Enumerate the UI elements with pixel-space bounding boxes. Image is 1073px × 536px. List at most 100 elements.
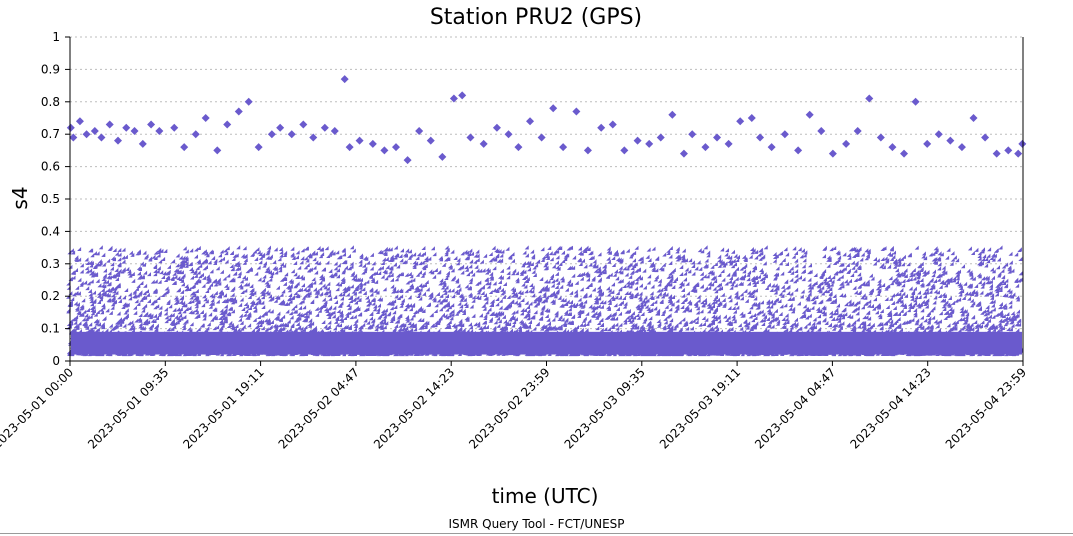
data-point bbox=[82, 130, 91, 139]
data-point bbox=[780, 130, 789, 139]
y-tick-label: 0.6 bbox=[41, 160, 60, 174]
data-point bbox=[911, 97, 920, 106]
data-point bbox=[368, 139, 377, 148]
y-tick-label: 0.4 bbox=[41, 224, 60, 238]
data-point bbox=[426, 136, 435, 145]
data-point bbox=[97, 133, 106, 142]
data-point bbox=[888, 143, 897, 152]
x-tick-label: 2023-05-02 23:59 bbox=[466, 365, 552, 451]
scatter-cloud-low bbox=[66, 245, 1023, 357]
data-point bbox=[466, 133, 475, 142]
y-tick-label: 0.1 bbox=[41, 322, 60, 336]
data-point bbox=[865, 94, 874, 103]
dense-scatter-cloud bbox=[66, 0, 1023, 357]
data-point bbox=[244, 97, 253, 106]
x-tick-label: 2023-05-01 09:35 bbox=[85, 365, 171, 451]
data-point bbox=[276, 123, 285, 132]
x-axis-label: time (UTC) bbox=[492, 484, 599, 508]
data-point bbox=[415, 126, 424, 135]
data-point bbox=[969, 114, 978, 122]
x-tick-label: 2023-05-04 04:47 bbox=[752, 365, 838, 451]
data-point bbox=[608, 120, 617, 129]
data-point bbox=[180, 143, 189, 152]
data-point bbox=[514, 143, 523, 152]
data-point bbox=[923, 139, 932, 148]
data-point bbox=[267, 130, 276, 139]
y-axis-ticks: 0 0.1 0.2 0.3 0.4 0.5 0.6 0.7 0.8 0.9 1 bbox=[41, 30, 70, 368]
data-point bbox=[213, 146, 222, 155]
data-point bbox=[449, 94, 458, 103]
data-point bbox=[254, 143, 263, 152]
data-point bbox=[900, 149, 909, 158]
y-tick-label: 0.5 bbox=[41, 192, 60, 206]
data-point bbox=[817, 126, 826, 135]
data-point bbox=[853, 126, 862, 135]
data-point bbox=[320, 123, 329, 132]
data-point bbox=[701, 143, 710, 152]
x-tick-label: 2023-05-01 00:00 bbox=[0, 365, 76, 451]
data-point bbox=[828, 149, 837, 158]
x-tick-label: 2023-05-02 04:47 bbox=[276, 365, 362, 451]
data-point bbox=[155, 126, 164, 135]
data-point bbox=[876, 133, 885, 142]
data-point bbox=[1004, 146, 1013, 155]
y-tick-label: 0.3 bbox=[41, 257, 60, 271]
x-axis-ticks: 2023-05-01 00:00 2023-05-01 09:35 2023-05-… bbox=[0, 361, 1029, 452]
data-point bbox=[679, 149, 688, 158]
data-point bbox=[946, 136, 955, 145]
data-point bbox=[113, 136, 122, 145]
x-tick-label: 2023-05-03 09:35 bbox=[562, 365, 648, 451]
data-point bbox=[724, 139, 733, 148]
data-point bbox=[633, 136, 642, 145]
data-point bbox=[767, 143, 776, 152]
x-tick-label: 2023-05-04 23:59 bbox=[943, 365, 1029, 451]
data-point bbox=[170, 123, 179, 132]
data-point bbox=[90, 126, 99, 135]
data-point bbox=[756, 133, 765, 142]
y-tick-label: 0.9 bbox=[41, 62, 60, 76]
data-point bbox=[645, 139, 654, 148]
y-tick-label: 0.2 bbox=[41, 289, 60, 303]
data-point bbox=[957, 143, 966, 152]
data-point bbox=[403, 156, 412, 165]
data-point bbox=[479, 139, 488, 148]
x-tick-label: 2023-05-02 14:23 bbox=[371, 365, 457, 451]
y-axis-label: s4 bbox=[8, 186, 32, 209]
data-point bbox=[147, 120, 156, 129]
data-point bbox=[105, 120, 114, 129]
data-point bbox=[138, 139, 147, 148]
data-point bbox=[597, 123, 606, 132]
data-point bbox=[1018, 139, 1027, 148]
data-point bbox=[458, 91, 467, 100]
y-tick-label: 1 bbox=[52, 30, 60, 44]
data-point bbox=[668, 110, 677, 119]
data-point bbox=[299, 120, 308, 129]
data-point bbox=[713, 133, 722, 142]
data-point bbox=[130, 126, 139, 135]
data-point bbox=[736, 117, 745, 126]
data-point bbox=[355, 136, 364, 145]
data-point bbox=[309, 133, 318, 142]
y-tick-label: 0 bbox=[52, 354, 60, 368]
data-point bbox=[391, 143, 400, 152]
data-point bbox=[66, 123, 75, 132]
data-point bbox=[559, 143, 568, 152]
data-point bbox=[934, 130, 943, 139]
data-point bbox=[504, 130, 513, 139]
data-points bbox=[66, 75, 1027, 165]
x-tick-label: 2023-05-01 19:11 bbox=[180, 365, 266, 451]
data-point bbox=[842, 139, 851, 148]
data-point bbox=[75, 117, 84, 126]
data-point bbox=[234, 107, 243, 116]
data-point bbox=[794, 146, 803, 155]
data-point bbox=[380, 146, 389, 155]
data-point bbox=[656, 133, 665, 142]
footer-divider bbox=[0, 533, 1073, 534]
data-point bbox=[992, 149, 1001, 158]
data-point bbox=[438, 152, 447, 161]
data-point bbox=[526, 117, 535, 126]
data-point bbox=[572, 107, 581, 116]
x-tick-label: 2023-05-04 14:23 bbox=[847, 365, 933, 451]
data-point bbox=[287, 130, 296, 139]
y-tick-label: 0.8 bbox=[41, 95, 60, 109]
